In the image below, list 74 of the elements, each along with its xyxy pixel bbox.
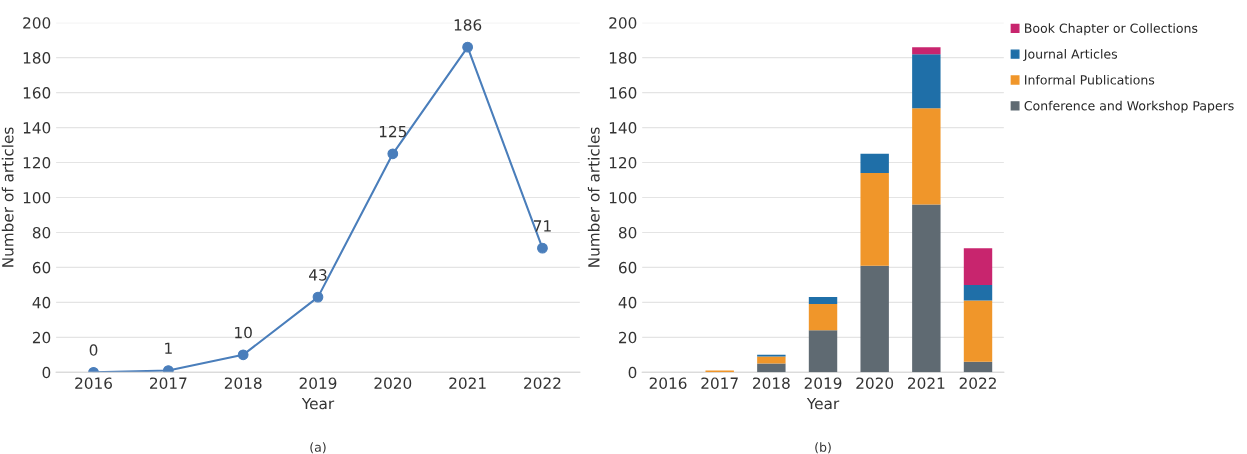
x-tick-label: 2018 xyxy=(224,377,262,389)
y-tick-label: 20 xyxy=(32,331,51,344)
x-tick-label: 2018 xyxy=(753,377,790,389)
bar xyxy=(912,108,941,205)
x-tick-label: 2019 xyxy=(299,377,337,389)
bar xyxy=(963,284,993,301)
x-tick-label: 2022 xyxy=(524,377,561,389)
data-label: 43 xyxy=(309,269,327,281)
point xyxy=(237,349,249,361)
x-tick-label: 2020 xyxy=(374,377,412,389)
y-tick-label: 160 xyxy=(609,87,637,99)
y-axis-title: Number of articles xyxy=(587,127,600,267)
y-tick-label: 60 xyxy=(32,261,51,274)
x-tick-label: 2016 xyxy=(649,377,687,389)
bar xyxy=(963,248,993,285)
y-tick-label: 20 xyxy=(619,331,637,344)
y-tick-label: 180 xyxy=(23,52,51,64)
bar xyxy=(912,47,941,55)
x-tick-label: 2021 xyxy=(908,377,945,389)
x-tick-label: 2017 xyxy=(150,377,187,389)
point xyxy=(312,291,324,303)
point xyxy=(462,41,474,53)
bar xyxy=(808,330,838,373)
bar xyxy=(860,153,889,174)
y-tick-label: 0 xyxy=(628,366,637,379)
data-label: 125 xyxy=(379,125,407,138)
data-label: 1 xyxy=(165,342,172,354)
bar xyxy=(963,300,993,362)
legend-label: Conference and Workshop Papers xyxy=(1024,100,1234,113)
y-tick-label: 0 xyxy=(42,366,51,379)
bar xyxy=(860,265,889,373)
y-tick-label: 200 xyxy=(23,17,51,29)
x-axis-title: Year xyxy=(301,397,335,410)
y-axis-title: Number of articles xyxy=(1,127,14,267)
data-label: 186 xyxy=(454,19,482,31)
x-tick-label: 2019 xyxy=(804,377,842,389)
y-tick-label: 200 xyxy=(609,17,637,29)
legend-label: Book Chapter or Collections xyxy=(1025,23,1198,36)
bar xyxy=(912,54,941,109)
legend-label: Journal Articles xyxy=(1023,49,1118,62)
bar xyxy=(912,204,941,373)
x-tick-label: 2017 xyxy=(701,377,738,389)
x-tick-label: 2021 xyxy=(449,377,486,389)
y-tick-label: 80 xyxy=(32,226,51,239)
y-tick-label: 180 xyxy=(609,52,637,64)
y-tick-label: 100 xyxy=(23,191,51,204)
y-tick-label: 40 xyxy=(618,296,637,309)
data-label: 71 xyxy=(533,220,551,232)
y-tick-label: 160 xyxy=(23,87,51,99)
bar xyxy=(808,297,838,305)
legend-label: Informal Publications xyxy=(1025,74,1155,85)
x-tick-label: 2022 xyxy=(959,377,996,389)
bar xyxy=(963,361,993,373)
bar xyxy=(757,363,786,373)
y-tick-label: 140 xyxy=(609,122,637,134)
data-label: 0 xyxy=(89,344,98,356)
y-tick-label: 40 xyxy=(32,296,51,309)
bar xyxy=(757,356,786,364)
y-tick-label: 60 xyxy=(618,261,637,274)
point xyxy=(537,242,548,254)
y-tick-label: 100 xyxy=(609,191,637,204)
point xyxy=(387,148,399,160)
y-tick-label: 80 xyxy=(618,226,637,239)
data-label: 10 xyxy=(235,326,252,339)
bar xyxy=(808,304,838,331)
y-tick-label: 120 xyxy=(23,157,51,169)
text: (b) xyxy=(815,442,831,454)
x-tick-label: 2016 xyxy=(75,377,112,389)
y-tick-label: 120 xyxy=(609,157,637,169)
bar xyxy=(860,173,889,266)
x-axis-title: Year xyxy=(806,397,840,410)
x-tick-label: 2020 xyxy=(856,377,894,389)
text: (a) xyxy=(310,442,326,454)
y-tick-label: 140 xyxy=(23,122,51,134)
